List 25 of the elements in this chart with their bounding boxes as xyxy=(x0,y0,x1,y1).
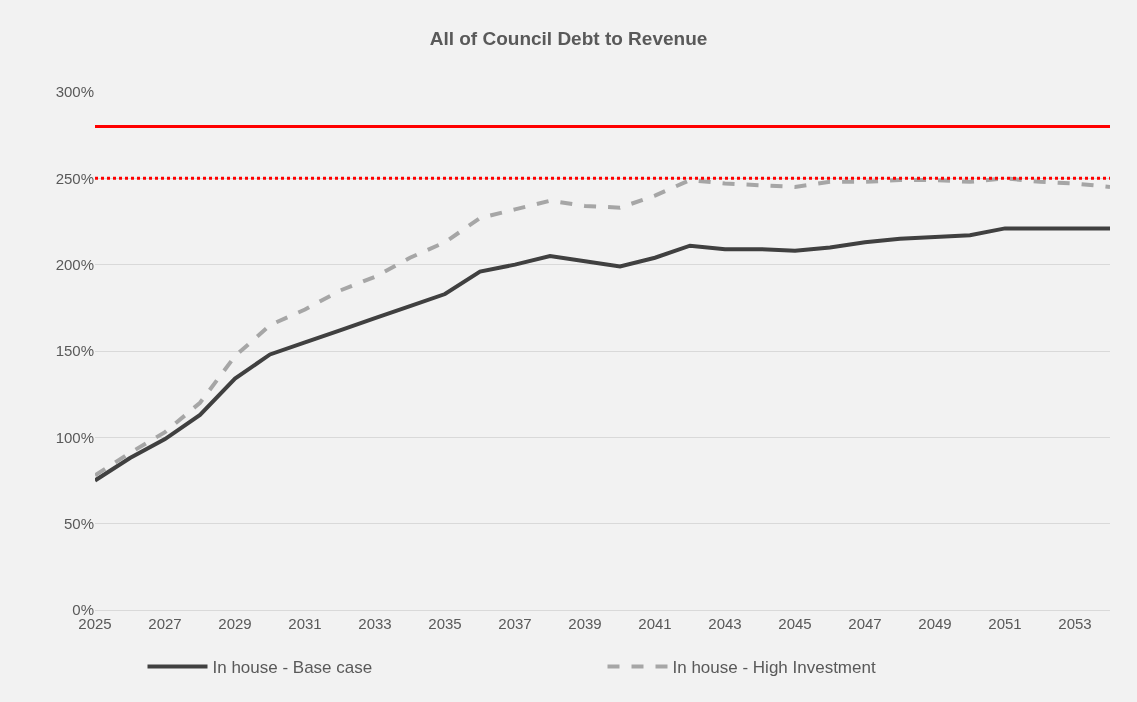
x-tick-label: 2027 xyxy=(148,615,182,632)
y-tick-label: 100% xyxy=(55,428,94,446)
y-tick-label: 300% xyxy=(55,83,94,101)
x-tick-label: 2049 xyxy=(918,615,952,632)
x-tick-label: 2033 xyxy=(358,615,392,632)
x-tick-label: 2051 xyxy=(988,615,1022,632)
line-series xyxy=(95,226,1110,483)
y-tick-label: 200% xyxy=(55,255,94,273)
x-tick-label: 2035 xyxy=(428,615,462,632)
y-tick-label: 250% xyxy=(55,169,94,187)
x-tick-label: 2053 xyxy=(1058,615,1092,632)
x-tick-label: 2029 xyxy=(218,615,252,632)
x-tick-label: 2043 xyxy=(708,615,742,632)
y-tick-label: 150% xyxy=(55,342,94,360)
x-tick-label: 2037 xyxy=(498,615,532,632)
y-tick-label: 50% xyxy=(63,514,94,532)
chart-title: All of Council Debt to Revenue xyxy=(429,27,708,49)
x-tick-label: 2047 xyxy=(848,615,882,632)
legend-label: In house - High Investment xyxy=(672,658,876,678)
x-tick-label: 2039 xyxy=(568,615,602,632)
x-tick-label: 2031 xyxy=(288,615,322,632)
x-tick-label: 2045 xyxy=(778,615,812,632)
line-series xyxy=(95,176,1110,478)
x-tick-label: 2041 xyxy=(638,615,672,632)
legend-label: In house - Base case xyxy=(212,658,373,678)
